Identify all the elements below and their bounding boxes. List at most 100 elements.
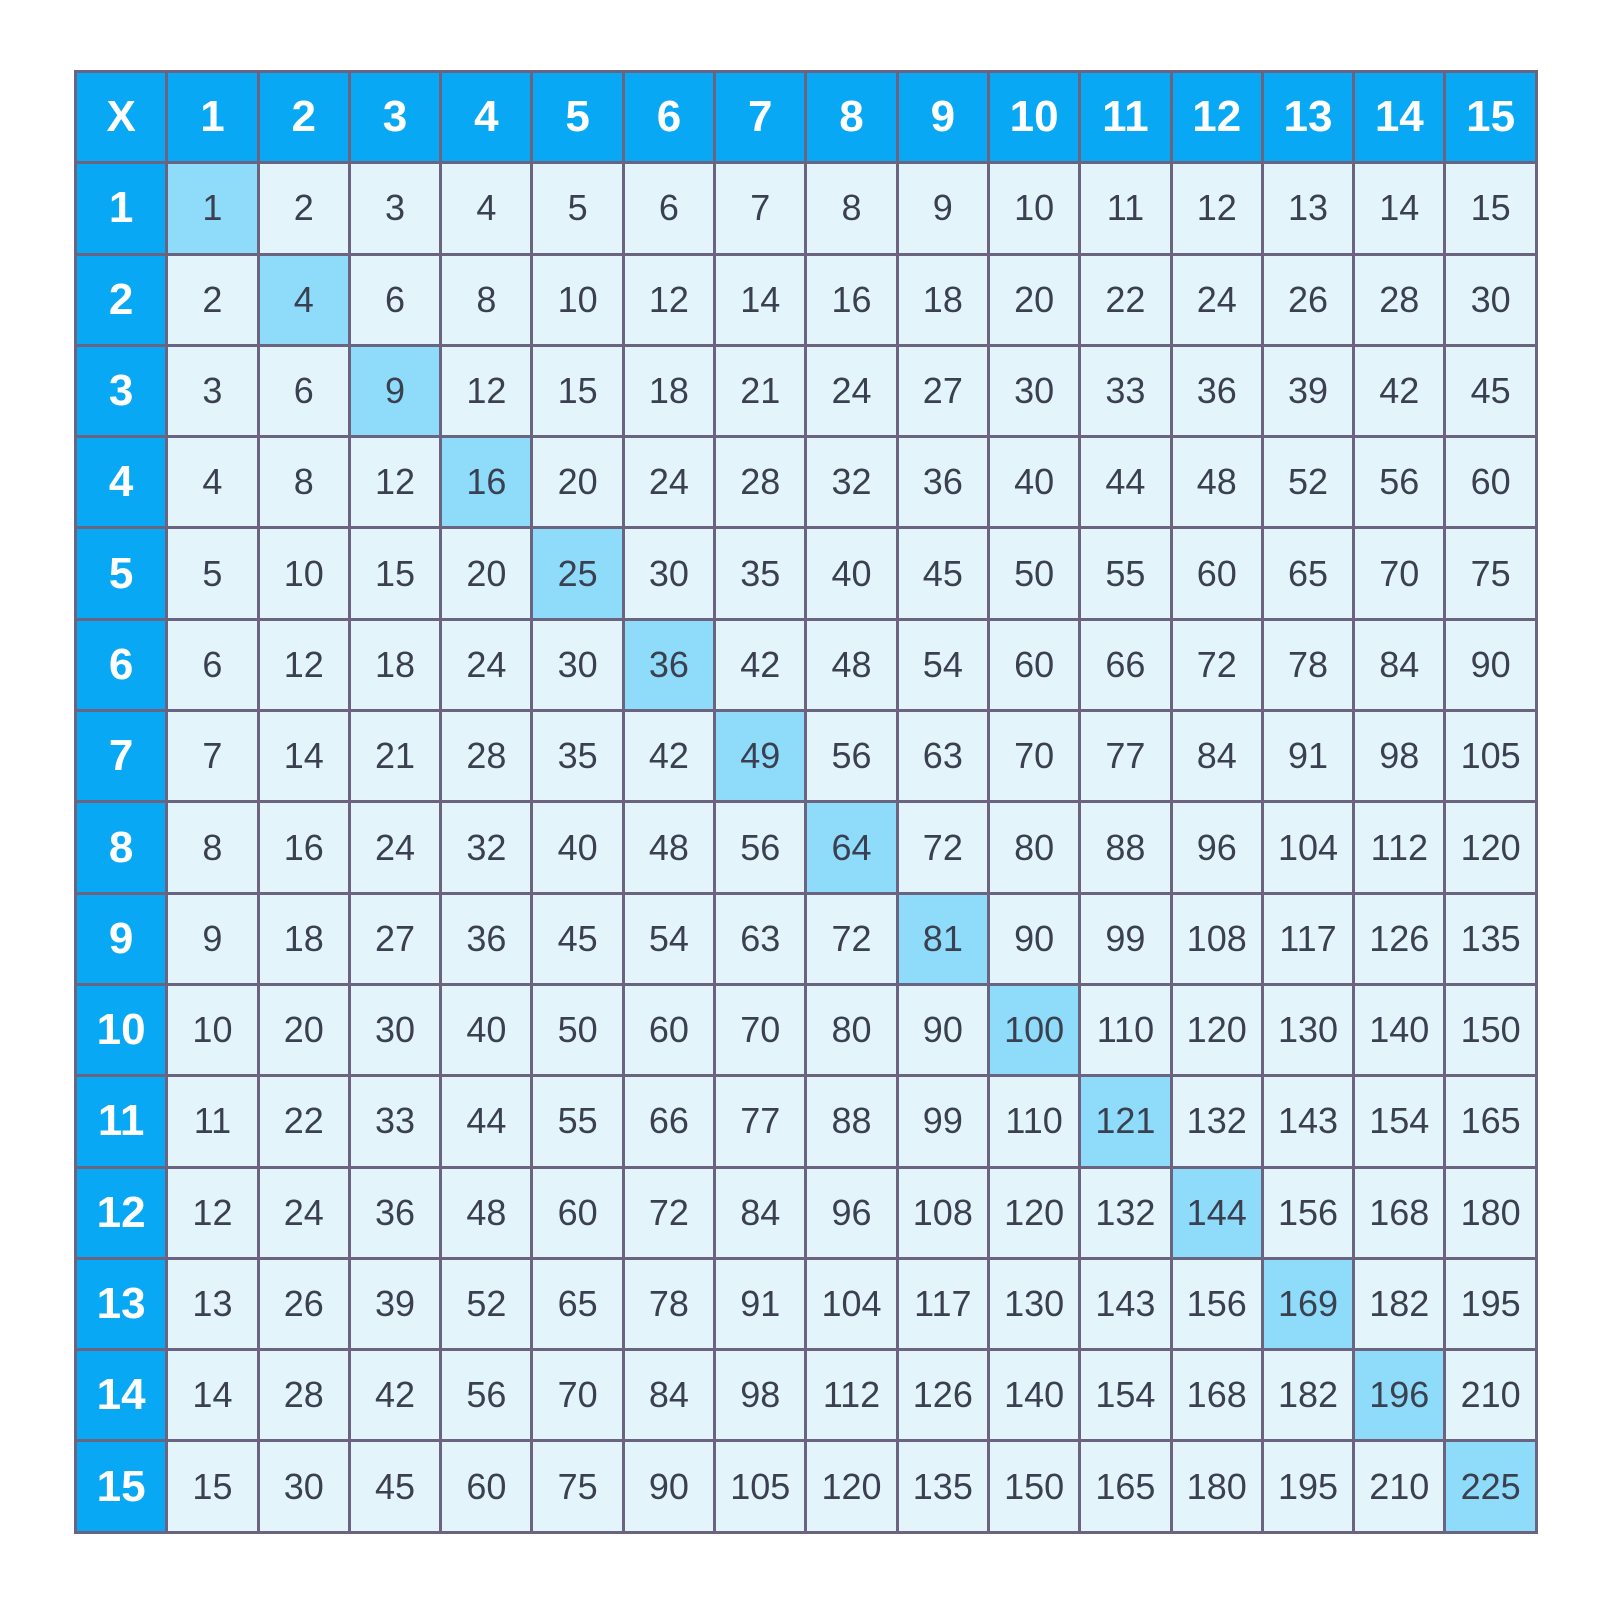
product-cell: 65 <box>533 1259 622 1349</box>
product-cell: 81 <box>898 894 987 983</box>
column-header: 10 <box>989 73 1079 162</box>
product-cell: 120 <box>807 1442 896 1531</box>
product-cell: 60 <box>442 1442 531 1531</box>
product-cell: 16 <box>259 803 348 892</box>
product-cell: 63 <box>898 712 987 801</box>
product-cell: 20 <box>533 438 622 527</box>
product-cell: 2 <box>168 255 257 344</box>
product-cell: 6 <box>624 164 714 253</box>
product-cell: 12 <box>1172 164 1261 253</box>
product-cell: 90 <box>1446 620 1535 710</box>
product-cell: 99 <box>1081 894 1170 983</box>
product-cell: 143 <box>1263 1077 1353 1166</box>
product-cell: 16 <box>442 438 531 527</box>
product-cell: 91 <box>1263 712 1353 801</box>
product-cell: 154 <box>1355 1077 1444 1166</box>
product-cell: 117 <box>1263 894 1353 983</box>
product-cell: 30 <box>989 346 1079 436</box>
product-cell: 80 <box>807 985 896 1075</box>
product-cell: 14 <box>259 712 348 801</box>
product-cell: 56 <box>716 803 805 892</box>
product-cell: 84 <box>716 1168 805 1257</box>
product-cell: 13 <box>168 1259 257 1349</box>
product-cell: 24 <box>350 803 440 892</box>
product-cell: 20 <box>442 529 531 618</box>
product-cell: 108 <box>898 1168 987 1257</box>
product-cell: 169 <box>1263 1259 1353 1349</box>
product-cell: 78 <box>1263 620 1353 710</box>
product-cell: 11 <box>168 1077 257 1166</box>
product-cell: 21 <box>350 712 440 801</box>
product-cell: 70 <box>1355 529 1444 618</box>
product-cell: 120 <box>1172 985 1261 1075</box>
product-cell: 49 <box>716 712 805 801</box>
product-cell: 20 <box>989 255 1079 344</box>
row-header: 12 <box>77 1168 166 1257</box>
product-cell: 22 <box>1081 255 1170 344</box>
product-cell: 126 <box>898 1351 987 1440</box>
row-header: 11 <box>77 1077 166 1166</box>
row-header: 13 <box>77 1259 166 1349</box>
product-cell: 60 <box>1446 438 1535 527</box>
product-cell: 75 <box>533 1442 622 1531</box>
column-header: 3 <box>350 73 440 162</box>
product-cell: 96 <box>807 1168 896 1257</box>
product-cell: 70 <box>716 985 805 1075</box>
product-cell: 168 <box>1172 1351 1261 1440</box>
product-cell: 78 <box>624 1259 714 1349</box>
product-cell: 77 <box>1081 712 1170 801</box>
product-cell: 50 <box>533 985 622 1075</box>
product-cell: 48 <box>442 1168 531 1257</box>
product-cell: 39 <box>1263 346 1353 436</box>
product-cell: 96 <box>1172 803 1261 892</box>
product-cell: 88 <box>807 1077 896 1166</box>
product-cell: 132 <box>1172 1077 1261 1166</box>
product-cell: 15 <box>168 1442 257 1531</box>
product-cell: 24 <box>259 1168 348 1257</box>
product-cell: 30 <box>1446 255 1535 344</box>
product-cell: 7 <box>716 164 805 253</box>
product-cell: 26 <box>259 1259 348 1349</box>
product-cell: 6 <box>168 620 257 710</box>
product-cell: 130 <box>989 1259 1079 1349</box>
product-cell: 12 <box>350 438 440 527</box>
product-cell: 72 <box>898 803 987 892</box>
product-cell: 60 <box>1172 529 1261 618</box>
row-header: 6 <box>77 620 166 710</box>
product-cell: 132 <box>1081 1168 1170 1257</box>
product-cell: 42 <box>1355 346 1444 436</box>
column-header: 13 <box>1263 73 1353 162</box>
row-header: 14 <box>77 1351 166 1440</box>
product-cell: 110 <box>989 1077 1079 1166</box>
product-cell: 56 <box>807 712 896 801</box>
product-cell: 28 <box>259 1351 348 1440</box>
product-cell: 9 <box>350 346 440 436</box>
product-cell: 10 <box>168 985 257 1075</box>
product-cell: 112 <box>807 1351 896 1440</box>
product-cell: 28 <box>716 438 805 527</box>
product-cell: 110 <box>1081 985 1170 1075</box>
product-cell: 104 <box>1263 803 1353 892</box>
product-cell: 210 <box>1355 1442 1444 1531</box>
product-cell: 112 <box>1355 803 1444 892</box>
row-header: 4 <box>77 438 166 527</box>
column-header: 9 <box>898 73 987 162</box>
product-cell: 77 <box>716 1077 805 1166</box>
product-cell: 12 <box>624 255 714 344</box>
product-cell: 15 <box>350 529 440 618</box>
product-cell: 150 <box>1446 985 1535 1075</box>
product-cell: 84 <box>1355 620 1444 710</box>
product-cell: 91 <box>716 1259 805 1349</box>
product-cell: 39 <box>350 1259 440 1349</box>
product-cell: 24 <box>807 346 896 436</box>
product-cell: 66 <box>624 1077 714 1166</box>
product-cell: 13 <box>1263 164 1353 253</box>
product-cell: 72 <box>807 894 896 983</box>
product-cell: 80 <box>989 803 1079 892</box>
product-cell: 143 <box>1081 1259 1170 1349</box>
product-cell: 18 <box>259 894 348 983</box>
row-header: 15 <box>77 1442 166 1531</box>
product-cell: 182 <box>1263 1351 1353 1440</box>
product-cell: 4 <box>259 255 348 344</box>
product-cell: 104 <box>807 1259 896 1349</box>
